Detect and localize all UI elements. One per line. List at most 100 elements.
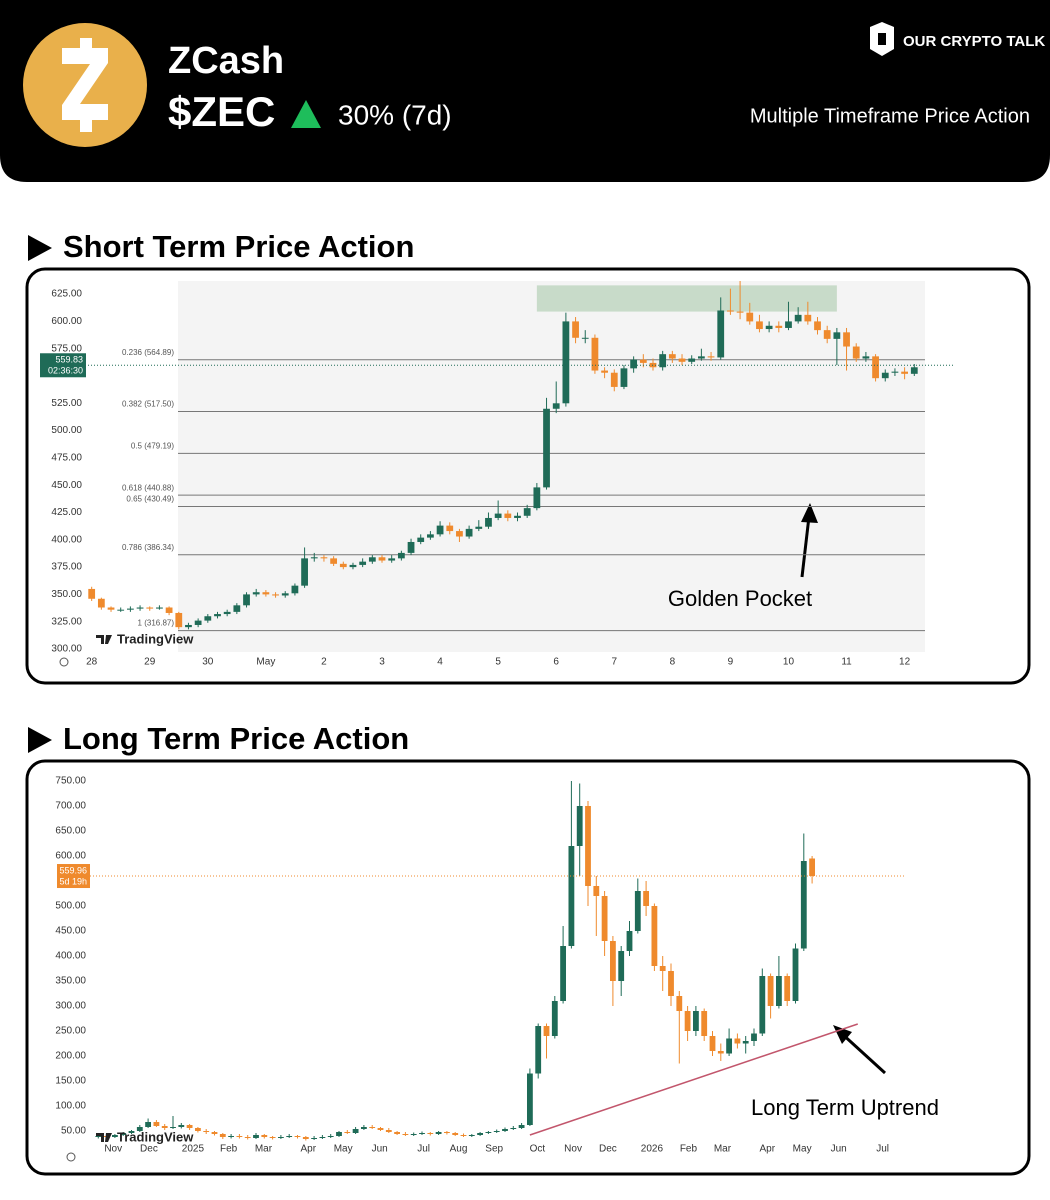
y-tick-label: 500.00 [51,425,82,436]
arrow-head [801,503,818,523]
candle-body [601,370,608,373]
x-tick-label: 9 [728,657,734,668]
x-tick-label: Feb [680,1144,698,1155]
candle-body [610,372,618,387]
candle-body [294,1136,301,1137]
candle-body [427,534,434,538]
y-tick-label: 750.00 [55,776,86,787]
candle-body [620,368,628,387]
y-tick-label: 425.00 [51,507,82,518]
y-tick-label: 50.00 [61,1126,86,1137]
candle-body [901,371,908,374]
candle-body [136,1127,143,1131]
candle-body [377,1128,384,1130]
candle-body [330,558,338,564]
x-tick-label: 3 [379,657,385,668]
candle-body [502,1129,508,1131]
target-zone [536,285,837,312]
candle-body [419,1133,425,1134]
candle-body [136,607,144,609]
candle-body [751,1033,757,1041]
coin-name: ZCash [168,40,284,82]
candle-body [301,558,308,586]
candle-body [327,1136,334,1137]
x-tick-label: Mar [255,1144,273,1155]
change: 30% (7d) [338,99,452,130]
candle-body [185,624,192,628]
candle-body [233,605,241,612]
candle-body [804,314,812,322]
price-value: 559.83 [55,355,83,365]
x-tick-label: Dec [599,1144,617,1155]
candle-body [252,592,260,595]
x-tick-label: 6 [553,657,559,668]
candle-body [581,337,589,339]
candle-body [643,891,650,906]
candle-body [427,1133,434,1134]
x-tick-label: Apr [759,1144,775,1155]
candle-body [659,354,667,368]
candle-body [734,1038,741,1044]
candle-body [756,321,763,330]
fib-label: 0.382 (517.50) [122,400,174,409]
candle-body [852,346,860,359]
candle-body [668,971,674,996]
x-tick-label: 28 [86,657,98,668]
candle-body [688,358,696,362]
candle-body [128,1131,135,1133]
candle-body [311,1138,318,1139]
candle-body [493,1131,500,1132]
candle-body [178,1125,185,1127]
candle-body [336,1132,342,1136]
fib-label: 0.5 (479.19) [131,441,174,450]
candle-body [436,525,444,535]
candle-body [344,1132,351,1133]
candle-body [244,1137,251,1138]
candle-body [236,1136,243,1137]
x-tick-label: Aug [450,1144,468,1155]
candle-body [784,976,791,1001]
x-tick-label: Nov [104,1144,122,1155]
candle-body [369,1127,376,1128]
candle-body [823,330,831,339]
brand: OUR CRYPTO TALK [903,33,1045,50]
x-tick-label: 12 [899,657,911,668]
section-title: Short Term Price Action [63,229,414,264]
candle-body [319,1137,326,1138]
candle-body [111,1135,118,1137]
candle-body [775,976,782,1006]
candle-body [717,1051,724,1054]
annotation-arrow [838,1030,887,1075]
candle-body [468,1135,475,1136]
candle-body [684,1011,691,1031]
candle-body [291,585,299,594]
candle-body [634,891,641,931]
candle-body [759,976,766,1034]
price-value: 559.96 [59,865,87,875]
y-tick-label: 600.00 [55,851,86,862]
candle-body [862,356,870,359]
candle-body [349,564,357,568]
candle-body [485,1132,492,1133]
y-tick-label: 600.00 [51,316,82,327]
header-subtitle: Multiple Timeframe Price Action [750,105,1030,127]
y-tick-label: 575.00 [51,343,82,354]
x-tick-label: 29 [144,657,156,668]
candle-body [465,528,473,537]
candle-body [568,846,575,946]
candle-body [881,372,889,379]
candle-body [518,1125,525,1128]
candle-body [165,607,173,613]
candle-body [407,541,415,553]
annotation: Golden Pocket [668,586,812,611]
x-tick-label: 2026 [641,1144,664,1155]
candle-body [153,1122,160,1126]
x-tick-label: 5 [495,657,501,668]
candle-body [572,321,579,338]
candle-body [560,946,567,1001]
y-tick-label: 650.00 [55,826,86,837]
fib-label: 0.236 (564.89) [122,348,174,357]
x-tick-label: Feb [220,1144,238,1155]
candle-body [659,966,666,971]
x-tick-label: 10 [783,657,795,668]
